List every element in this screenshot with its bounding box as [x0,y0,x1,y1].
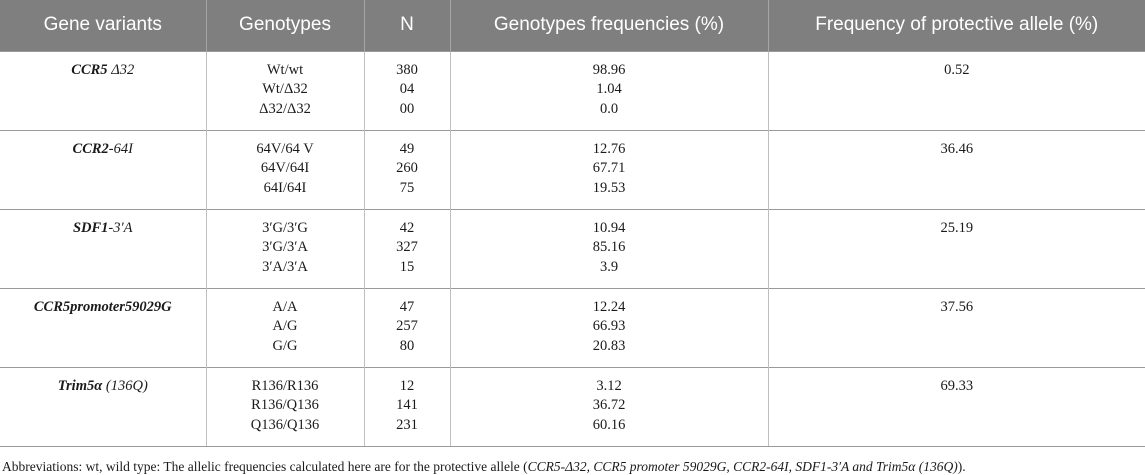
gene-name: CCR2 [72,140,109,157]
n-value: 231 [396,416,418,433]
frequency-value: 67.71 [592,160,626,176]
protective-allele-cell: 69.33 [767,366,1145,447]
n-value: 49 [399,140,415,157]
n-cell: 12 141 231 [363,366,450,447]
gene-name: CCR5 [71,61,108,78]
genotype: 3′A/3′A [262,258,308,275]
genotype: R136/Q136 [251,397,319,413]
genotype-table: Gene variants Genotypes N Genotypes freq… [0,0,1145,447]
frequency-value: 3.9 [599,258,619,275]
table-row: SDF1-3′A 3′G/3′G 3′G/3′A 3′A/3′A 42 327 … [0,208,1145,288]
gene-variant-cell: CCR5 Δ32 [0,50,206,130]
genotypes-cell: 64V/64 V 64V/64I 64I/64I [205,129,364,209]
n-value: 04 [399,81,415,97]
gene-variant-cell: CCR5promoter59029G [0,287,206,367]
footnote-suffix: ). [957,458,966,474]
frequencies-cell: 12.76 67.71 19.53 [449,129,768,209]
footnote-prefix: Abbreviations: wt, wild type: The alleli… [2,458,528,474]
gene-variant-cell: Trim5α (136Q) [0,366,206,447]
gene-variant-suffix: -3′A [108,219,133,236]
table-row: CCR5promoter59029G A/A A/G G/G 47 257 80… [0,287,1145,367]
frequencies-cell: 10.94 85.16 3.9 [449,208,768,288]
n-value: 327 [396,239,418,255]
n-cell: 49 260 75 [363,129,450,209]
genotype: Wt/Δ32 [262,81,308,97]
genotype: Q136/Q136 [250,416,320,433]
protective-allele-cell: 0.52 [767,50,1145,130]
genotype: 64V/64 V [256,140,314,157]
frequency-value: 36.72 [592,397,626,413]
header-gene-variants: Gene variants [43,14,162,36]
frequency-value: 98.96 [592,61,626,78]
n-value: 42 [399,219,415,236]
genotype: A/A [272,298,298,315]
gene-name: Trim5α [57,377,103,394]
footnote-alleles: CCR5-Δ32, CCR5 promoter 59029G, CCR2-64I… [527,458,958,474]
n-value: 00 [399,100,415,117]
n-cell: 380 04 00 [363,50,450,130]
gene-variant-suffix: (136Q) [102,377,148,394]
protective-allele-cell: 36.46 [767,129,1145,209]
frequencies-cell: 3.12 36.72 60.16 [449,366,768,447]
frequencies-cell: 98.96 1.04 0.0 [449,50,768,130]
frequency-value: 10.94 [592,219,626,236]
genotypes-cell: Wt/wt Wt/Δ32 Δ32/Δ32 [205,50,364,130]
genotype: Δ32/Δ32 [259,100,311,117]
genotype: 64V/64I [260,160,310,176]
header-genotypes: Genotypes [205,0,364,51]
gene-name: SDF1 [72,219,109,236]
n-value: 380 [396,61,418,78]
genotypes-cell: 3′G/3′G 3′G/3′A 3′A/3′A [205,208,364,288]
frequencies-cell: 12.24 66.93 20.83 [449,287,768,367]
genotype: A/G [272,318,298,334]
table-row: Trim5α (136Q) R136/R136 R136/Q136 Q136/Q… [0,366,1145,447]
genotype: 3′G/3′G [262,219,308,236]
n-value: 12 [399,377,415,394]
header-genotype-frequencies: Genotypes frequencies (%) [449,0,768,51]
genotype: 64I/64I [263,179,307,196]
gene-variant-suffix: -64I [108,140,133,157]
frequency-value: 19.53 [592,179,626,196]
table-footnote: Abbreviations: wt, wild type: The alleli… [0,447,1145,475]
table-row: CCR5 Δ32 Wt/wt Wt/Δ32 Δ32/Δ32 380 04 00 … [0,50,1145,130]
n-cell: 47 257 80 [363,287,450,367]
n-value: 257 [396,318,418,334]
table-row: CCR2-64I 64V/64 V 64V/64I 64I/64I 49 260… [0,129,1145,209]
genotype: Wt/wt [266,61,304,78]
gene-name: CCR5promoter59029G [33,298,172,315]
n-cell: 42 327 15 [363,208,450,288]
n-value: 80 [399,337,415,354]
frequency-value: 0.0 [599,100,619,117]
genotype: G/G [272,337,298,354]
gene-variant-suffix: Δ32 [107,61,135,78]
n-value: 15 [399,258,415,275]
frequency-value: 12.24 [592,298,626,315]
frequency-value: 66.93 [592,318,626,334]
frequency-value: 20.83 [592,337,626,354]
header-row: Gene variants Genotypes N Genotypes freq… [0,0,1145,51]
n-value: 47 [399,298,415,315]
frequency-value: 12.76 [592,140,626,157]
gene-variant-cell: SDF1-3′A [0,208,206,288]
protective-allele-cell: 37.56 [767,287,1145,367]
genotypes-cell: A/A A/G G/G [205,287,364,367]
n-value: 141 [396,397,418,413]
n-value: 260 [396,160,418,176]
frequency-value: 3.12 [596,377,622,394]
genotypes-cell: R136/R136 R136/Q136 Q136/Q136 [205,366,364,447]
frequency-value: 60.16 [592,416,626,433]
genotype: R136/R136 [251,377,319,394]
gene-variant-cell: CCR2-64I [0,129,206,209]
genotype: 3′G/3′A [262,239,308,255]
header-protective-allele-frequency: Frequency of protective allele (%) [767,0,1145,51]
header-n: N [363,0,450,51]
frequency-value: 85.16 [592,239,626,255]
protective-allele-cell: 25.19 [767,208,1145,288]
n-value: 75 [399,179,415,196]
frequency-value: 1.04 [596,81,622,97]
